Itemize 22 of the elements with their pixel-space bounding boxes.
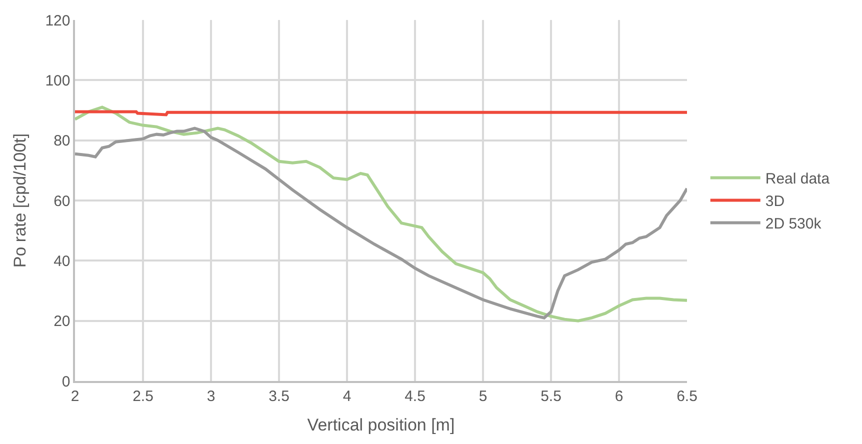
- y-tick-label: 60: [54, 192, 70, 210]
- x-tick-label: 2: [70, 388, 80, 405]
- x-tick-label: 6: [614, 388, 624, 405]
- x-axis-title: Vertical position [m]: [307, 416, 455, 435]
- y-tick-label: 100: [45, 72, 70, 90]
- x-tick-label: 5: [478, 388, 488, 405]
- x-tick-label: 6.5: [676, 388, 698, 405]
- x-tick-label: 3.5: [268, 388, 290, 405]
- x-tick-label: 4: [342, 388, 352, 405]
- y-axis-title: Po rate [cpd/100t]: [10, 133, 30, 268]
- x-tick-label: 3: [206, 388, 216, 405]
- y-tick-label: 120: [45, 12, 70, 30]
- y-tick-label: 80: [54, 132, 70, 150]
- legend-label: Real data: [765, 170, 830, 188]
- x-tick-label: 2.5: [132, 388, 154, 405]
- y-tick-label: 20: [54, 313, 70, 330]
- x-tick-label: 4.5: [404, 388, 426, 405]
- y-tick-label: 40: [54, 252, 70, 270]
- y-tick-label: 0: [62, 373, 70, 390]
- legend-label: 3D: [765, 193, 785, 210]
- legend-label: 2D 530k: [765, 216, 822, 233]
- x-tick-label: 5.5: [540, 388, 562, 405]
